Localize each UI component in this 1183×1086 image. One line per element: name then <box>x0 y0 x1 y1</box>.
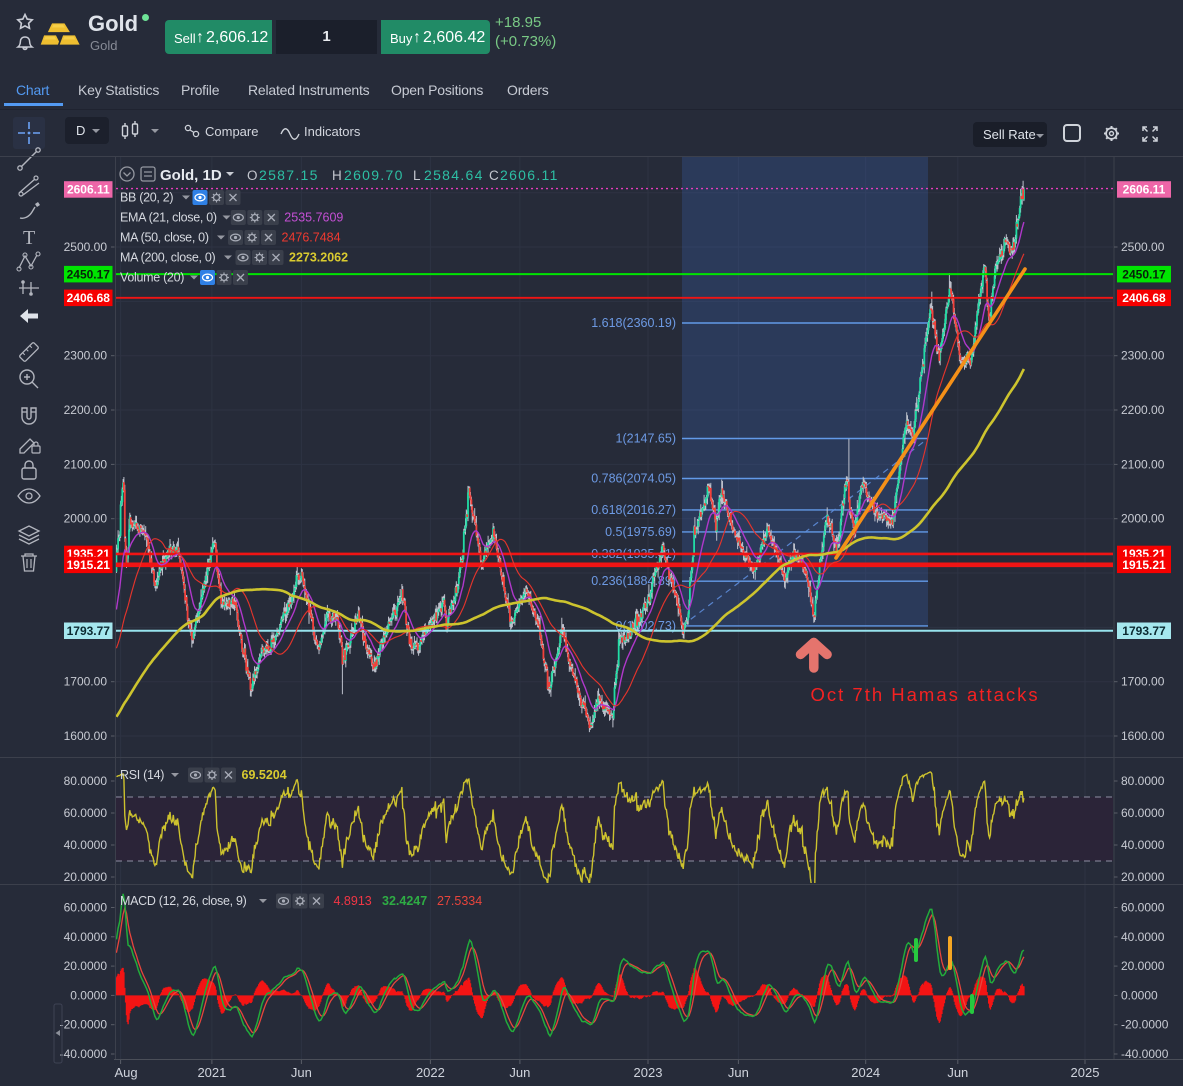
svg-text:1793.77: 1793.77 <box>67 624 111 638</box>
svg-text:1915.21: 1915.21 <box>1122 558 1166 572</box>
svg-text:Jun: Jun <box>509 1065 530 1080</box>
svg-text:1(2147.65): 1(2147.65) <box>616 432 676 446</box>
svg-text:1793.77: 1793.77 <box>1122 624 1166 638</box>
svg-text:20.0000: 20.0000 <box>64 959 108 973</box>
svg-text:-40.0000: -40.0000 <box>60 1047 108 1061</box>
svg-text:60.0000: 60.0000 <box>1121 901 1165 915</box>
svg-text:20.0000: 20.0000 <box>1121 870 1165 884</box>
svg-text:BB (20, 2): BB (20, 2) <box>120 191 173 205</box>
svg-text:1600.00: 1600.00 <box>1121 729 1165 743</box>
svg-text:2200.00: 2200.00 <box>1121 403 1165 417</box>
svg-text:2606.11: 2606.11 <box>500 167 559 183</box>
svg-text:Volume (20): Volume (20) <box>120 271 184 285</box>
svg-text:40.0000: 40.0000 <box>1121 838 1165 852</box>
svg-text:2022: 2022 <box>416 1065 445 1080</box>
svg-text:2023: 2023 <box>634 1065 663 1080</box>
svg-text:Jun: Jun <box>728 1065 749 1080</box>
svg-text:40.0000: 40.0000 <box>64 838 108 852</box>
svg-text:2300.00: 2300.00 <box>64 349 108 363</box>
svg-text:1915.21: 1915.21 <box>67 558 111 572</box>
svg-text:2606.11: 2606.11 <box>1123 183 1166 197</box>
svg-text:2535.7609: 2535.7609 <box>284 211 343 225</box>
svg-text:MA (200, close, 0): MA (200, close, 0) <box>120 251 215 265</box>
svg-text:20.0000: 20.0000 <box>1121 959 1165 973</box>
svg-text:Gold, 1D: Gold, 1D <box>160 167 222 184</box>
svg-text:2609.70: 2609.70 <box>344 167 404 183</box>
svg-text:20.0000: 20.0000 <box>64 870 108 884</box>
svg-text:2273.2062: 2273.2062 <box>289 251 348 265</box>
svg-text:C: C <box>489 168 499 183</box>
svg-text:80.0000: 80.0000 <box>1121 774 1165 788</box>
svg-text:32.4247: 32.4247 <box>382 894 427 908</box>
svg-text:60.0000: 60.0000 <box>64 901 108 915</box>
svg-text:2500.00: 2500.00 <box>64 240 108 254</box>
svg-text:2450.17: 2450.17 <box>1122 267 1166 281</box>
svg-text:40.0000: 40.0000 <box>1121 930 1165 944</box>
svg-text:0.5(1975.69): 0.5(1975.69) <box>605 525 676 539</box>
svg-text:0.618(2016.27): 0.618(2016.27) <box>591 503 676 517</box>
svg-text:2406.68: 2406.68 <box>67 291 111 305</box>
svg-text:2000.00: 2000.00 <box>64 512 108 526</box>
svg-text:T: T <box>23 227 35 249</box>
svg-text:2200.00: 2200.00 <box>64 403 108 417</box>
svg-text:40.0000: 40.0000 <box>64 930 108 944</box>
svg-text:EMA (21, close, 0): EMA (21, close, 0) <box>120 211 217 225</box>
svg-text:2584.64: 2584.64 <box>424 167 484 183</box>
svg-text:2025: 2025 <box>1071 1065 1100 1080</box>
svg-text:-40.0000: -40.0000 <box>1121 1047 1169 1061</box>
svg-text:2406.68: 2406.68 <box>1122 291 1166 305</box>
svg-text:27.5334: 27.5334 <box>437 894 482 908</box>
svg-text:Aug: Aug <box>115 1065 138 1080</box>
svg-text:69.5204: 69.5204 <box>242 768 287 782</box>
svg-text:Jun: Jun <box>947 1065 968 1080</box>
svg-text:2450.17: 2450.17 <box>67 267 111 281</box>
svg-text:1700.00: 1700.00 <box>1121 675 1165 689</box>
svg-text:2100.00: 2100.00 <box>1121 457 1165 471</box>
svg-text:RSI (14): RSI (14) <box>120 768 164 782</box>
svg-text:Jun: Jun <box>291 1065 312 1080</box>
svg-text:0.236(1884.89): 0.236(1884.89) <box>591 574 676 588</box>
svg-text:2587.15: 2587.15 <box>259 167 319 183</box>
svg-text:60.0000: 60.0000 <box>1121 806 1165 820</box>
svg-text:60.0000: 60.0000 <box>64 806 108 820</box>
svg-text:2024: 2024 <box>851 1065 880 1080</box>
svg-text:2000.00: 2000.00 <box>1121 512 1165 526</box>
svg-text:H: H <box>332 168 342 183</box>
svg-text:O: O <box>247 168 258 183</box>
svg-text:L: L <box>413 168 421 183</box>
svg-text:2300.00: 2300.00 <box>1121 349 1165 363</box>
svg-text:1.618(2360.19): 1.618(2360.19) <box>591 316 676 330</box>
svg-text:Oct 7th Hamas attacks: Oct 7th Hamas attacks <box>811 684 1040 705</box>
svg-text:MA (50, close, 0): MA (50, close, 0) <box>120 231 209 245</box>
svg-text:2476.7484: 2476.7484 <box>282 231 341 245</box>
svg-text:1700.00: 1700.00 <box>64 675 108 689</box>
svg-text:2606.11: 2606.11 <box>67 183 110 197</box>
svg-text:80.0000: 80.0000 <box>64 774 108 788</box>
svg-text:-20.0000: -20.0000 <box>1121 1018 1169 1032</box>
svg-text:4.8913: 4.8913 <box>334 894 372 908</box>
svg-text:2100.00: 2100.00 <box>64 457 108 471</box>
svg-text:MACD (12, 26, close, 9): MACD (12, 26, close, 9) <box>120 894 247 908</box>
svg-text:2021: 2021 <box>197 1065 226 1080</box>
svg-text:1600.00: 1600.00 <box>64 729 108 743</box>
svg-text:0.0000: 0.0000 <box>70 988 107 1002</box>
svg-text:0.0000: 0.0000 <box>1121 988 1158 1002</box>
svg-text:-20.0000: -20.0000 <box>60 1018 108 1032</box>
svg-text:0.786(2074.05): 0.786(2074.05) <box>591 472 676 486</box>
svg-text:2500.00: 2500.00 <box>1121 240 1165 254</box>
